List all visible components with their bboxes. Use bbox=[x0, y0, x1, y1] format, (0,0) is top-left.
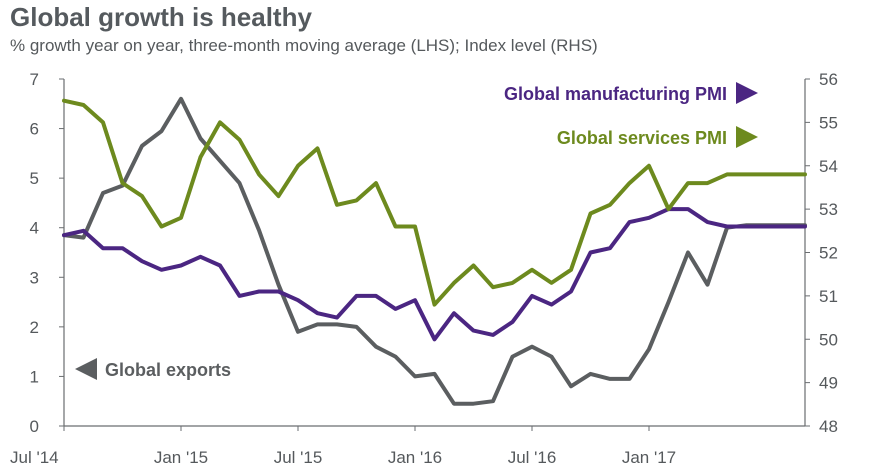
x-tick-label: Jan '16 bbox=[388, 448, 442, 467]
y-right-tick-label: 54 bbox=[819, 157, 838, 176]
triangle-right-icon bbox=[736, 126, 758, 148]
y-right-tick-label: 48 bbox=[819, 417, 838, 436]
series-line-global-exports bbox=[62, 96, 807, 406]
y-left-tick-label: 4 bbox=[30, 219, 39, 238]
x-tick-label: Jan '17 bbox=[622, 448, 676, 467]
series-line-global-manufacturing-pmi bbox=[62, 207, 807, 342]
y-right-tick-label: 50 bbox=[819, 330, 838, 349]
x-tick-label: Jul '16 bbox=[508, 448, 557, 467]
x-tick-label: Jul '15 bbox=[274, 448, 323, 467]
y-right-tick-label: 51 bbox=[819, 287, 838, 306]
y-left-tick-label: 1 bbox=[30, 367, 39, 386]
annotation-label-manufacturing-pmi: Global manufacturing PMI bbox=[504, 84, 727, 104]
y-right-tick-label: 53 bbox=[819, 200, 838, 219]
x-tick-label: Jan '15 bbox=[154, 448, 208, 467]
y-left-tick-label: 2 bbox=[30, 318, 39, 337]
chart-title: Global growth is healthy bbox=[10, 2, 312, 32]
y-left-tick-label: 3 bbox=[30, 268, 39, 287]
y-right-tick-label: 52 bbox=[819, 244, 838, 263]
y-right-tick-label: 49 bbox=[819, 374, 838, 393]
triangle-left-icon bbox=[75, 358, 97, 380]
y-left-tick-label: 0 bbox=[30, 417, 39, 436]
triangle-right-icon bbox=[736, 82, 758, 104]
series-line-global-services-pmi bbox=[62, 98, 807, 307]
y-right-tick-label: 56 bbox=[819, 70, 838, 89]
series-lines bbox=[62, 96, 807, 406]
annotation-label-services-pmi: Global services PMI bbox=[557, 128, 727, 148]
y-right-tick-label: 55 bbox=[819, 113, 838, 132]
chart-subtitle: % growth year on year, three-month movin… bbox=[10, 36, 598, 55]
y-left-tick-label: 7 bbox=[30, 70, 39, 89]
y-left-tick-label: 5 bbox=[30, 169, 39, 188]
y-left-tick-label: 6 bbox=[30, 120, 39, 139]
x-tick-label: Jul '14 bbox=[10, 448, 59, 467]
chart-annotations: Global manufacturing PMI Global services … bbox=[75, 82, 758, 380]
annotation-label-exports: Global exports bbox=[105, 360, 231, 380]
